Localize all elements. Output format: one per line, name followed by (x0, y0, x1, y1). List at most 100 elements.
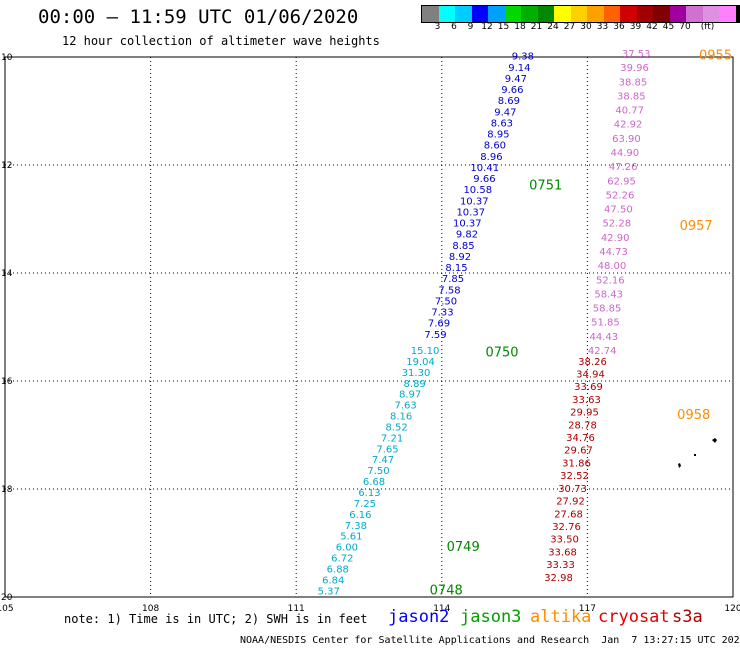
wave-height-value: 7.85 (442, 274, 464, 285)
wave-height-value: 42.90 (601, 233, 630, 244)
wave-height-value: 9.66 (473, 174, 495, 185)
wave-height-value: 33.69 (574, 382, 603, 393)
wave-height-value: 38.85 (617, 91, 646, 102)
wave-height-value: 6.88 (327, 564, 349, 575)
wave-height-value: 7.21 (381, 433, 403, 444)
color-legend-label: 3 (434, 22, 441, 32)
wave-height-value: 63.90 (612, 134, 641, 145)
wave-height-value: 7.69 (428, 319, 450, 330)
satellite-label-jason2: jason2 (388, 607, 450, 627)
wave-height-value: 42.92 (614, 120, 643, 131)
color-swatch (471, 6, 488, 22)
credit-line: NOAA/NESDIS Center for Satellite Applica… (240, 635, 740, 646)
footer-note: note: 1) Time is in UTC; 2) SWH is in fe… (64, 612, 368, 626)
wave-height-value: 9.82 (456, 230, 478, 241)
wave-height-value: 8.60 (484, 141, 506, 152)
color-swatch (719, 6, 736, 22)
pass-time-label: 0749 (447, 540, 480, 555)
color-swatch (521, 6, 538, 22)
wave-height-value: 7.50 (435, 296, 457, 307)
lon-tick-label: 108 (142, 604, 159, 614)
color-legend-label: 9 (467, 22, 474, 32)
pass-time-label: 0748 (430, 583, 463, 598)
satellite-label-jason3: jason3 (460, 607, 522, 627)
map-frame (4, 56, 734, 598)
pass-time-label: 0750 (485, 346, 518, 361)
wave-height-value: 9.47 (494, 107, 516, 118)
wave-height-value: 8.96 (480, 152, 502, 163)
wave-height-value: 7.47 (372, 455, 394, 466)
wave-height-value: 7.63 (394, 401, 416, 412)
wave-height-value: 38.85 (619, 77, 648, 88)
lat-tick-label: 20 (1, 593, 13, 603)
wave-height-value: 27.68 (554, 509, 583, 520)
color-swatch (422, 6, 439, 22)
color-swatch (455, 6, 472, 22)
wave-height-value: 39.96 (620, 63, 649, 74)
color-legend-label: 18 (514, 22, 526, 32)
wave-height-value: 8.63 (491, 118, 513, 129)
color-legend-label: 39 (629, 22, 642, 32)
wave-height-value: 38.26 (578, 357, 607, 368)
wave-height-value: 9.38 (512, 52, 534, 63)
wave-height-value: 31.30 (402, 368, 431, 379)
wave-height-value: 6.00 (336, 543, 358, 554)
wave-height-value: 32.98 (544, 573, 573, 584)
wave-height-value: 52.28 (602, 219, 631, 230)
wave-height-value: 32.52 (560, 471, 589, 482)
wave-height-value: 44.90 (611, 148, 640, 159)
color-swatch (636, 6, 653, 22)
wave-height-value: 7.38 (345, 521, 367, 532)
color-legend-labels: 3 6 9 12 15 18 21 24 27 30 33 36 39 42 45 70 (ft) (421, 22, 740, 34)
color-swatch (438, 6, 455, 22)
wave-height-value: 47.50 (604, 205, 633, 216)
wave-height-value: 37.53 (622, 49, 651, 60)
wave-height-value: 10.37 (460, 196, 489, 207)
wave-height-value: 7.50 (367, 466, 389, 477)
wave-height-value: 40.77 (615, 106, 644, 117)
wave-height-value: 58.43 (594, 289, 623, 300)
wave-height-value: 44.43 (589, 332, 618, 343)
wave-height-value: 62.95 (607, 176, 636, 187)
color-swatch (537, 6, 554, 22)
pass-time-label: 0751 (529, 178, 562, 193)
lon-tick-label: 105 (0, 604, 14, 614)
wave-height-value: 33.63 (572, 395, 601, 406)
wave-height-value: 10.41 (470, 163, 499, 174)
island-shape (694, 454, 696, 456)
pass-time-label: 0958 (677, 408, 710, 423)
color-legend-label: 21 (530, 22, 543, 32)
color-swatch (735, 6, 740, 22)
color-legend-label: 42 (646, 22, 658, 32)
wave-height-value: 7.25 (354, 499, 376, 510)
wave-height-value: 6.84 (322, 575, 344, 586)
color-swatch (653, 6, 670, 22)
lat-tick-label: 16 (1, 377, 13, 387)
wave-height-value: 6.72 (331, 554, 353, 565)
wave-height-value: 32.76 (552, 522, 581, 533)
wave-height-value: 9.47 (505, 74, 527, 85)
lon-tick-label: 117 (579, 604, 596, 614)
wave-height-value: 9.66 (501, 85, 523, 96)
wave-height-value: 9.14 (508, 63, 530, 74)
wave-height-value: 28.78 (568, 420, 597, 431)
wave-height-value: 5.61 (340, 532, 362, 543)
wave-height-value: 8.92 (449, 252, 471, 263)
color-swatch (504, 6, 521, 22)
lon-tick-label: 111 (288, 604, 305, 614)
wave-height-value: 7.59 (424, 330, 446, 341)
wave-height-value: 15.10 (411, 346, 440, 357)
wave-height-value: 33.68 (548, 547, 577, 558)
lat-tick-label: 14 (1, 269, 13, 279)
satellite-label-altika: altika (530, 607, 592, 627)
lat-tick-label: 10 (1, 53, 13, 63)
wave-height-value: 8.69 (498, 96, 520, 107)
wave-height-value: 6.68 (363, 477, 385, 488)
wave-height-value: 5.37 (318, 586, 340, 597)
color-legend-label: 27 (563, 22, 576, 32)
wave-height-value: 47.26 (609, 162, 638, 173)
lon-tick-label: 120 (724, 604, 740, 614)
color-legend-label: 30 (580, 22, 592, 32)
wave-height-value: 8.89 (404, 379, 426, 390)
